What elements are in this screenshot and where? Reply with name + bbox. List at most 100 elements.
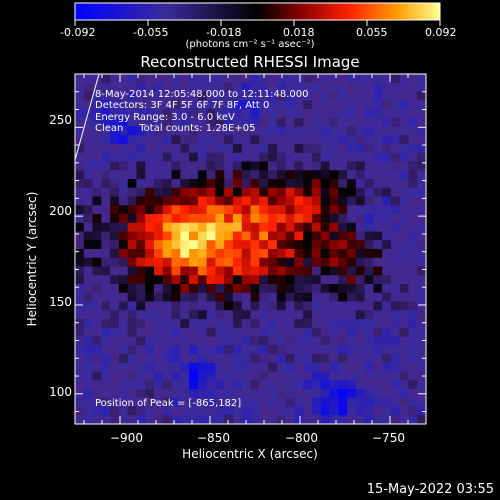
heatmap-cell xyxy=(118,284,129,294)
heatmap-cell xyxy=(75,214,85,224)
heatmap-cell xyxy=(390,240,401,250)
heatmap-cell xyxy=(75,126,85,136)
heatmap-cell xyxy=(417,380,427,390)
heatmap-cell xyxy=(268,389,278,399)
heatmap-cell xyxy=(189,319,199,329)
heatmap-cell xyxy=(329,144,339,154)
heatmap-cell xyxy=(347,126,357,136)
heatmap-cell xyxy=(320,389,330,399)
heatmap-cell xyxy=(171,345,181,355)
heatmap-cell xyxy=(197,74,208,84)
heatmap-cell xyxy=(101,152,111,162)
heatmap-cell xyxy=(92,319,102,329)
heatmap-cell xyxy=(145,179,155,189)
heatmap-cell xyxy=(180,415,190,425)
heatmap-cell xyxy=(355,135,365,145)
heatmap-cell xyxy=(136,397,146,407)
heatmap-cell xyxy=(417,397,427,407)
heatmap-cell xyxy=(364,371,374,381)
heatmap-cell xyxy=(268,117,278,127)
heatmap-cell xyxy=(364,231,374,241)
heatmap-cell xyxy=(189,249,199,259)
heatmap-cell xyxy=(329,397,339,407)
heatmap-cell xyxy=(162,319,172,329)
heatmap-cell xyxy=(153,371,164,381)
heatmap-cell xyxy=(303,310,313,320)
heatmap-cell xyxy=(92,371,102,381)
heatmap-cell xyxy=(136,319,146,329)
heatmap-cell xyxy=(276,91,287,101)
heatmap-cell xyxy=(232,266,243,276)
heatmap-cell xyxy=(373,196,383,206)
heatmap-cell xyxy=(232,74,243,84)
heatmap-cell xyxy=(145,415,155,425)
heatmap-cell xyxy=(180,135,190,145)
heatmap-cell xyxy=(250,406,260,416)
heatmap-cell xyxy=(259,249,269,259)
heatmap-cell xyxy=(329,117,339,127)
heatmap-cell xyxy=(390,406,401,416)
heatmap-cell xyxy=(311,144,322,154)
heatmap-cell xyxy=(197,205,208,215)
heatmap-cell xyxy=(276,144,287,154)
heatmap-cell xyxy=(232,100,243,110)
heatmap-cell xyxy=(382,161,392,171)
heatmap-cell xyxy=(92,257,102,267)
heatmap-cell xyxy=(417,222,427,232)
heatmap-cell xyxy=(92,249,102,259)
heatmap-cell xyxy=(145,152,155,162)
heatmap-cell xyxy=(311,135,322,145)
heatmap-cell xyxy=(303,74,313,84)
heatmap-cell xyxy=(417,284,427,294)
heatmap-cell xyxy=(311,257,322,267)
heatmap-cell xyxy=(408,292,418,302)
heatmap-cell xyxy=(189,205,199,215)
heatmap-cell xyxy=(92,170,102,180)
heatmap-cell xyxy=(153,284,164,294)
heatmap-cell xyxy=(180,179,190,189)
heatmap-cell xyxy=(171,187,181,197)
heatmap-cell xyxy=(382,249,392,259)
heatmap-cell xyxy=(399,214,409,224)
heatmap-cell xyxy=(241,380,251,390)
heatmap-cell xyxy=(197,415,208,425)
colorbar-ticks xyxy=(74,20,441,26)
heatmap-cell xyxy=(399,117,409,127)
heatmap-cell xyxy=(408,179,418,189)
heatmap-cell xyxy=(118,301,129,311)
heatmap-cell xyxy=(206,301,216,311)
heatmap-cell xyxy=(303,397,313,407)
heatmap-cell xyxy=(110,214,120,224)
heatmap-cell xyxy=(303,266,313,276)
heatmap-cell xyxy=(285,91,295,101)
heatmap-cell xyxy=(408,109,418,119)
heatmap-cell xyxy=(197,214,208,224)
heatmap-cell xyxy=(92,327,102,337)
heatmap-cell xyxy=(373,231,383,241)
heatmap-cell xyxy=(364,187,374,197)
heatmap-cell xyxy=(206,135,216,145)
heatmap-cell xyxy=(145,362,155,372)
heatmap-cell xyxy=(390,135,401,145)
heatmap-cell xyxy=(390,205,401,215)
heatmap-cell xyxy=(241,109,251,119)
heatmap-cell xyxy=(399,310,409,320)
heatmap-cell xyxy=(171,301,181,311)
heatmap-cell xyxy=(189,327,199,337)
heatmap-cell xyxy=(75,205,85,215)
heatmap-cell xyxy=(241,275,251,285)
heatmap-cell xyxy=(259,126,269,136)
heatmap-cell xyxy=(417,126,427,136)
heatmap-cell xyxy=(285,415,295,425)
heatmap-cell xyxy=(197,345,208,355)
heatmap-cell xyxy=(232,144,243,154)
heatmap-cell xyxy=(145,240,155,250)
heatmap-cell xyxy=(320,205,330,215)
heatmap-cell xyxy=(373,380,383,390)
heatmap-cell xyxy=(364,257,374,267)
heatmap-cell xyxy=(320,82,330,92)
heatmap-cell xyxy=(276,397,287,407)
heatmap-cell xyxy=(382,257,392,267)
heatmap-cell xyxy=(153,205,164,215)
heatmap-cell xyxy=(215,397,225,407)
